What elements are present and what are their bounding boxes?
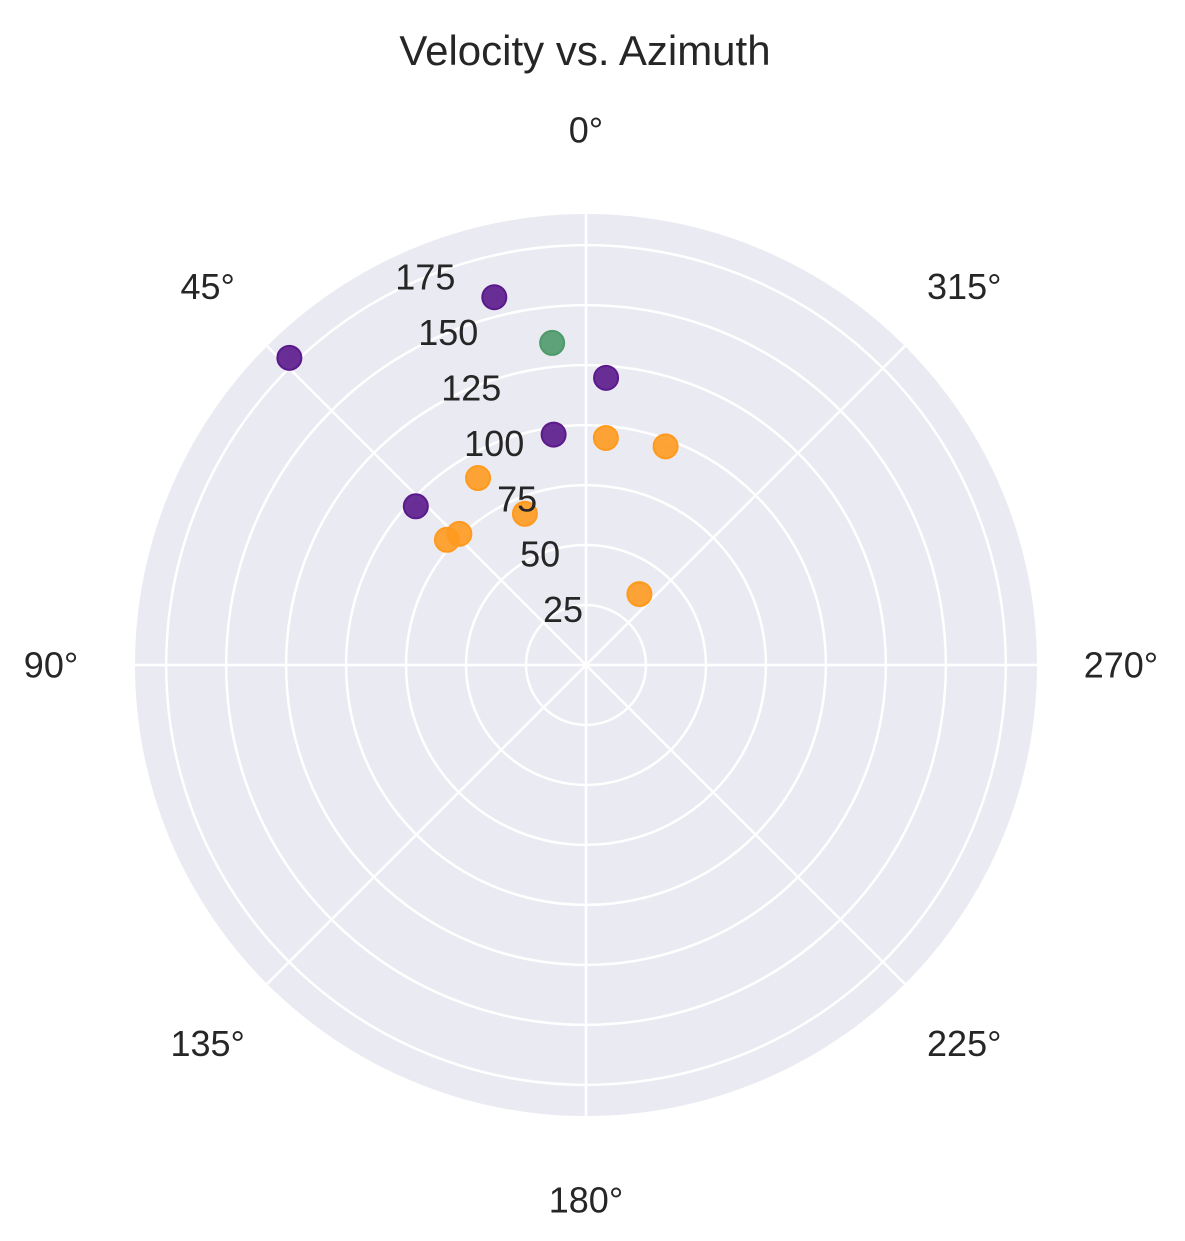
angle-labels: 0° 45° 90° 135° 180° 225° 270° 315° [24, 110, 1158, 1221]
angular-gridline-315 [585, 345, 906, 666]
data-point-s0-4 [402, 493, 429, 520]
data-point-s2-2 [465, 465, 492, 492]
points-layer [276, 284, 679, 608]
data-point-s2-4 [433, 526, 460, 553]
radial-labels: 25 50 75 100 125 150 175 [395, 257, 583, 630]
radial-tick-label-25: 25 [543, 589, 583, 630]
grid-layer [135, 214, 1037, 1116]
data-point-s2-6 [626, 581, 653, 608]
data-point-s1-0 [539, 329, 566, 356]
angle-tick-label-225: 225° [927, 1023, 1001, 1064]
chart-title: Velocity vs. Azimuth [399, 27, 770, 74]
data-point-s0-1 [276, 344, 303, 371]
data-point-s0-2 [593, 364, 620, 391]
radial-tick-label-175: 175 [395, 257, 455, 298]
data-point-s2-1 [652, 433, 679, 460]
angular-gridline-225 [585, 664, 906, 985]
angle-tick-label-270: 270° [1084, 645, 1158, 686]
data-point-s0-0 [481, 284, 508, 311]
radial-tick-label-50: 50 [520, 534, 560, 575]
angle-tick-label-135: 135° [170, 1023, 244, 1064]
radial-tick-label-150: 150 [418, 312, 478, 353]
angle-tick-label-0: 0° [569, 110, 603, 151]
radial-tick-label-125: 125 [441, 367, 501, 408]
data-point-s0-3 [540, 421, 567, 448]
angle-tick-label-90: 90° [24, 645, 78, 686]
radial-tick-label-75: 75 [497, 478, 537, 519]
data-point-s2-0 [592, 424, 619, 451]
angle-tick-label-45: 45° [180, 266, 234, 307]
angular-gridline-135 [266, 664, 587, 985]
angle-tick-label-180: 180° [549, 1179, 623, 1220]
angle-tick-label-315: 315° [927, 266, 1001, 307]
radial-tick-label-100: 100 [464, 423, 524, 464]
data-point-s2-5 [511, 500, 538, 527]
